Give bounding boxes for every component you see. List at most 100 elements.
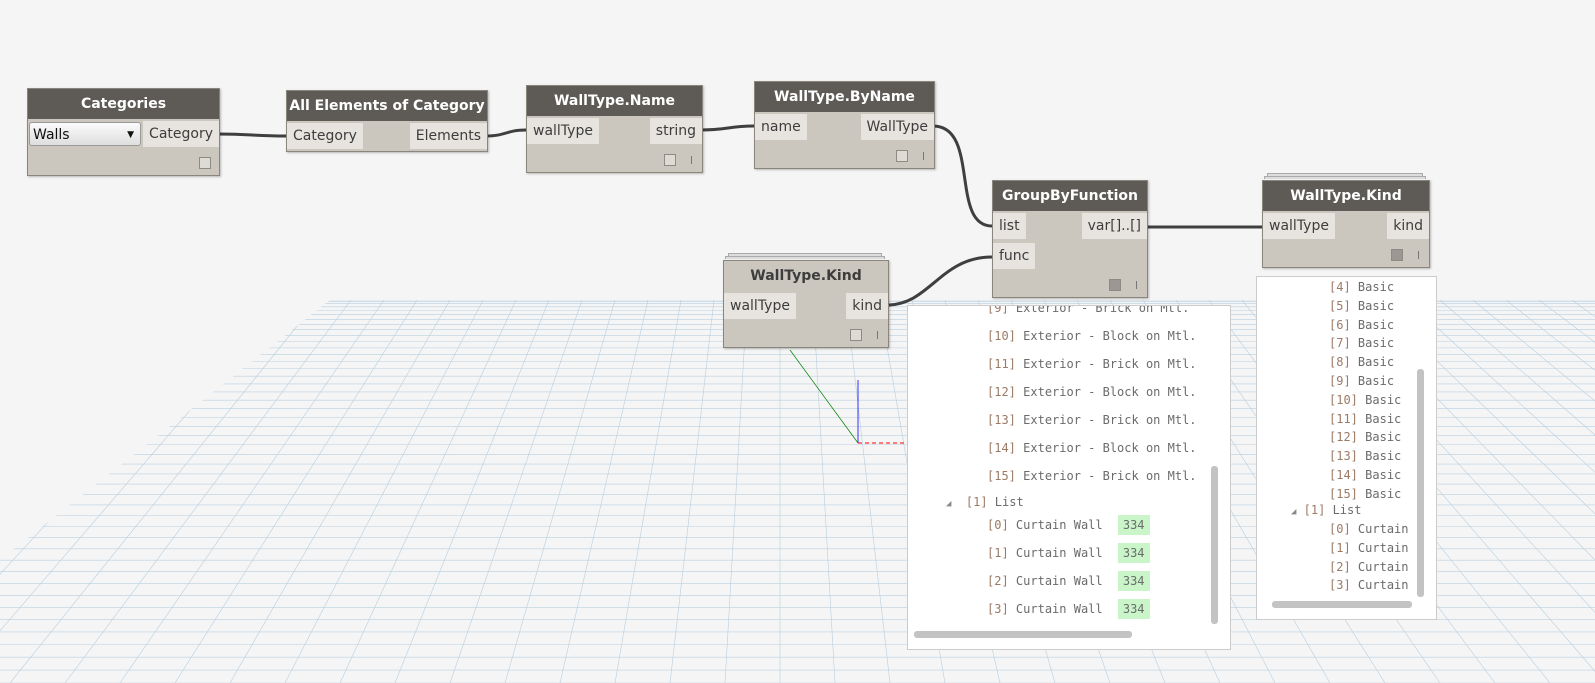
list-item: [12] Exterior - Block on Mtl.: [987, 385, 1197, 399]
item-value: Curtain Wall: [1015, 574, 1103, 588]
node-all-elements-of-category[interactable]: All Elements of Category Category Element…: [286, 90, 488, 152]
preview-toggle-icon[interactable]: [850, 329, 862, 341]
count-badge: 334: [1117, 571, 1150, 591]
input-port-list[interactable]: list: [993, 213, 1026, 239]
horizontal-scrollbar[interactable]: [1272, 601, 1412, 608]
list-item: [9] Exterior - Brick on Mtl.: [987, 305, 1190, 315]
horizontal-scrollbar[interactable]: [914, 631, 1132, 638]
item-value: Exterior - Brick on Mtl.: [1023, 357, 1197, 371]
item-value: Basic: [1365, 449, 1402, 464]
item-index: [1]: [965, 495, 988, 509]
wire-elements: [485, 128, 527, 138]
node-categories[interactable]: Categories Walls ▼ Category: [27, 88, 220, 176]
list-item: [3] Curtain: [1329, 578, 1409, 592]
list-item: [15] Exterior - Brick on Mtl.: [987, 469, 1197, 483]
node-walltype-name[interactable]: WallType.Name wallType string: [526, 85, 703, 173]
node-walltype-kind-function[interactable]: WallType.Kind wallType kind: [723, 260, 889, 348]
wire-string: [700, 124, 755, 132]
item-value: Exterior - Block on Mtl.: [1023, 441, 1197, 455]
list-item: [4] Basic: [1329, 280, 1394, 294]
item-index: [9]: [987, 305, 1009, 315]
list-item: [9] Basic: [1329, 374, 1394, 388]
output-port-elements[interactable]: Elements: [409, 123, 487, 149]
input-port-walltype[interactable]: wallType: [1263, 213, 1335, 239]
vertical-scrollbar[interactable]: [1211, 466, 1218, 624]
node-groupbyfunction[interactable]: GroupByFunction list var[]..[] func: [992, 180, 1148, 298]
output-port-walltype[interactable]: WallType: [860, 114, 934, 140]
lacing-icon: [1418, 251, 1419, 259]
preview-panel-groupbyfunction[interactable]: [9] Exterior - Brick on Mtl. [10] Exterio…: [907, 305, 1231, 650]
lacing-icon: [923, 152, 924, 160]
item-index: [15]: [987, 469, 1016, 483]
output-port-category[interactable]: Category: [143, 121, 219, 147]
category-dropdown[interactable]: Walls ▼: [29, 122, 141, 146]
item-value: List: [1332, 503, 1362, 517]
list-item: [6] Basic: [1329, 318, 1394, 332]
input-port-name[interactable]: name: [755, 114, 807, 140]
item-value: Exterior - Brick on Mtl.: [1015, 305, 1190, 315]
preview-toggle-icon[interactable]: [896, 150, 908, 162]
node-walltype-byname[interactable]: WallType.ByName name WallType: [754, 81, 935, 169]
node-title: WallType.Name: [527, 86, 702, 116]
item-index: [11]: [987, 357, 1016, 371]
item-value: Basic: [1365, 468, 1402, 482]
list-item: [5] Basic: [1329, 299, 1394, 313]
node-title: All Elements of Category: [287, 91, 487, 121]
list-item: [14] Basic: [1329, 468, 1401, 482]
item-value: Basic: [1357, 336, 1395, 351]
preview-toggle-icon[interactable]: [1109, 279, 1121, 291]
input-port-walltype[interactable]: wallType: [724, 293, 796, 319]
output-port-string[interactable]: string: [649, 118, 702, 144]
item-value: Basic: [1365, 392, 1402, 407]
node-title: Categories: [28, 89, 219, 119]
item-value: Curtain: [1357, 522, 1409, 536]
list-item: [2] Curtain Wall 334: [987, 571, 1150, 591]
input-port-func[interactable]: func: [993, 243, 1036, 269]
node-walltype-kind[interactable]: WallType.Kind wallType kind: [1262, 180, 1430, 268]
node-title: WallType.ByName: [755, 82, 934, 112]
node-title: GroupByFunction: [993, 181, 1147, 211]
output-port-kind[interactable]: kind: [846, 293, 888, 319]
list-item: [1] Curtain: [1329, 541, 1409, 555]
node-title: WallType.Kind: [1263, 181, 1429, 211]
item-value: Curtain: [1357, 578, 1409, 593]
item-value: List: [994, 495, 1024, 509]
preview-toggle-icon[interactable]: [664, 154, 676, 166]
preview-toggle-icon[interactable]: [1391, 249, 1403, 261]
input-port-category[interactable]: Category: [287, 123, 363, 149]
collapse-triangle-icon[interactable]: ◢: [946, 499, 952, 509]
list-item: [10] Exterior - Block on Mtl.: [987, 329, 1197, 343]
list-item: [7] Basic: [1329, 336, 1394, 350]
list-item: [12] Basic: [1329, 430, 1401, 444]
item-index: [2]: [1329, 559, 1351, 574]
item-index: [14]: [987, 441, 1016, 455]
item-value: Basic: [1357, 317, 1395, 332]
item-index: [4]: [1329, 280, 1351, 294]
output-port-kind[interactable]: kind: [1387, 213, 1429, 239]
item-index: [0]: [1329, 522, 1351, 536]
input-port-walltype[interactable]: wallType: [527, 118, 599, 144]
list-item: [13] Basic: [1329, 449, 1401, 463]
wire-category: [217, 132, 287, 138]
item-index: [9]: [1329, 374, 1351, 388]
list-item: [1] Curtain Wall 334: [987, 543, 1150, 563]
collapse-triangle-icon[interactable]: ◢: [1291, 507, 1297, 517]
item-index: [0]: [987, 518, 1009, 532]
item-index: [5]: [1329, 298, 1351, 313]
preview-panel-walltype-kind[interactable]: [4] Basic [5] Basic [6] Basic [7] Basic [8] …: [1256, 276, 1437, 620]
preview-toggle-icon[interactable]: [199, 157, 211, 169]
node-title: WallType.Kind: [724, 261, 888, 291]
item-value: Curtain: [1357, 559, 1409, 574]
item-value: Basic: [1357, 280, 1395, 294]
vertical-scrollbar[interactable]: [1417, 369, 1424, 597]
sublist-header: ◢ [1] List: [946, 495, 1024, 509]
output-port-var[interactable]: var[]..[]: [1081, 213, 1147, 239]
list-item: [14] Exterior - Block on Mtl.: [987, 441, 1197, 455]
node-stack-shadow: [728, 253, 882, 256]
item-index: [14]: [1329, 468, 1358, 482]
count-badge: 334: [1117, 515, 1150, 535]
list-item: [11] Exterior - Brick on Mtl.: [987, 357, 1197, 371]
item-index: [12]: [1329, 430, 1358, 445]
list-item: [10] Basic: [1329, 393, 1401, 407]
